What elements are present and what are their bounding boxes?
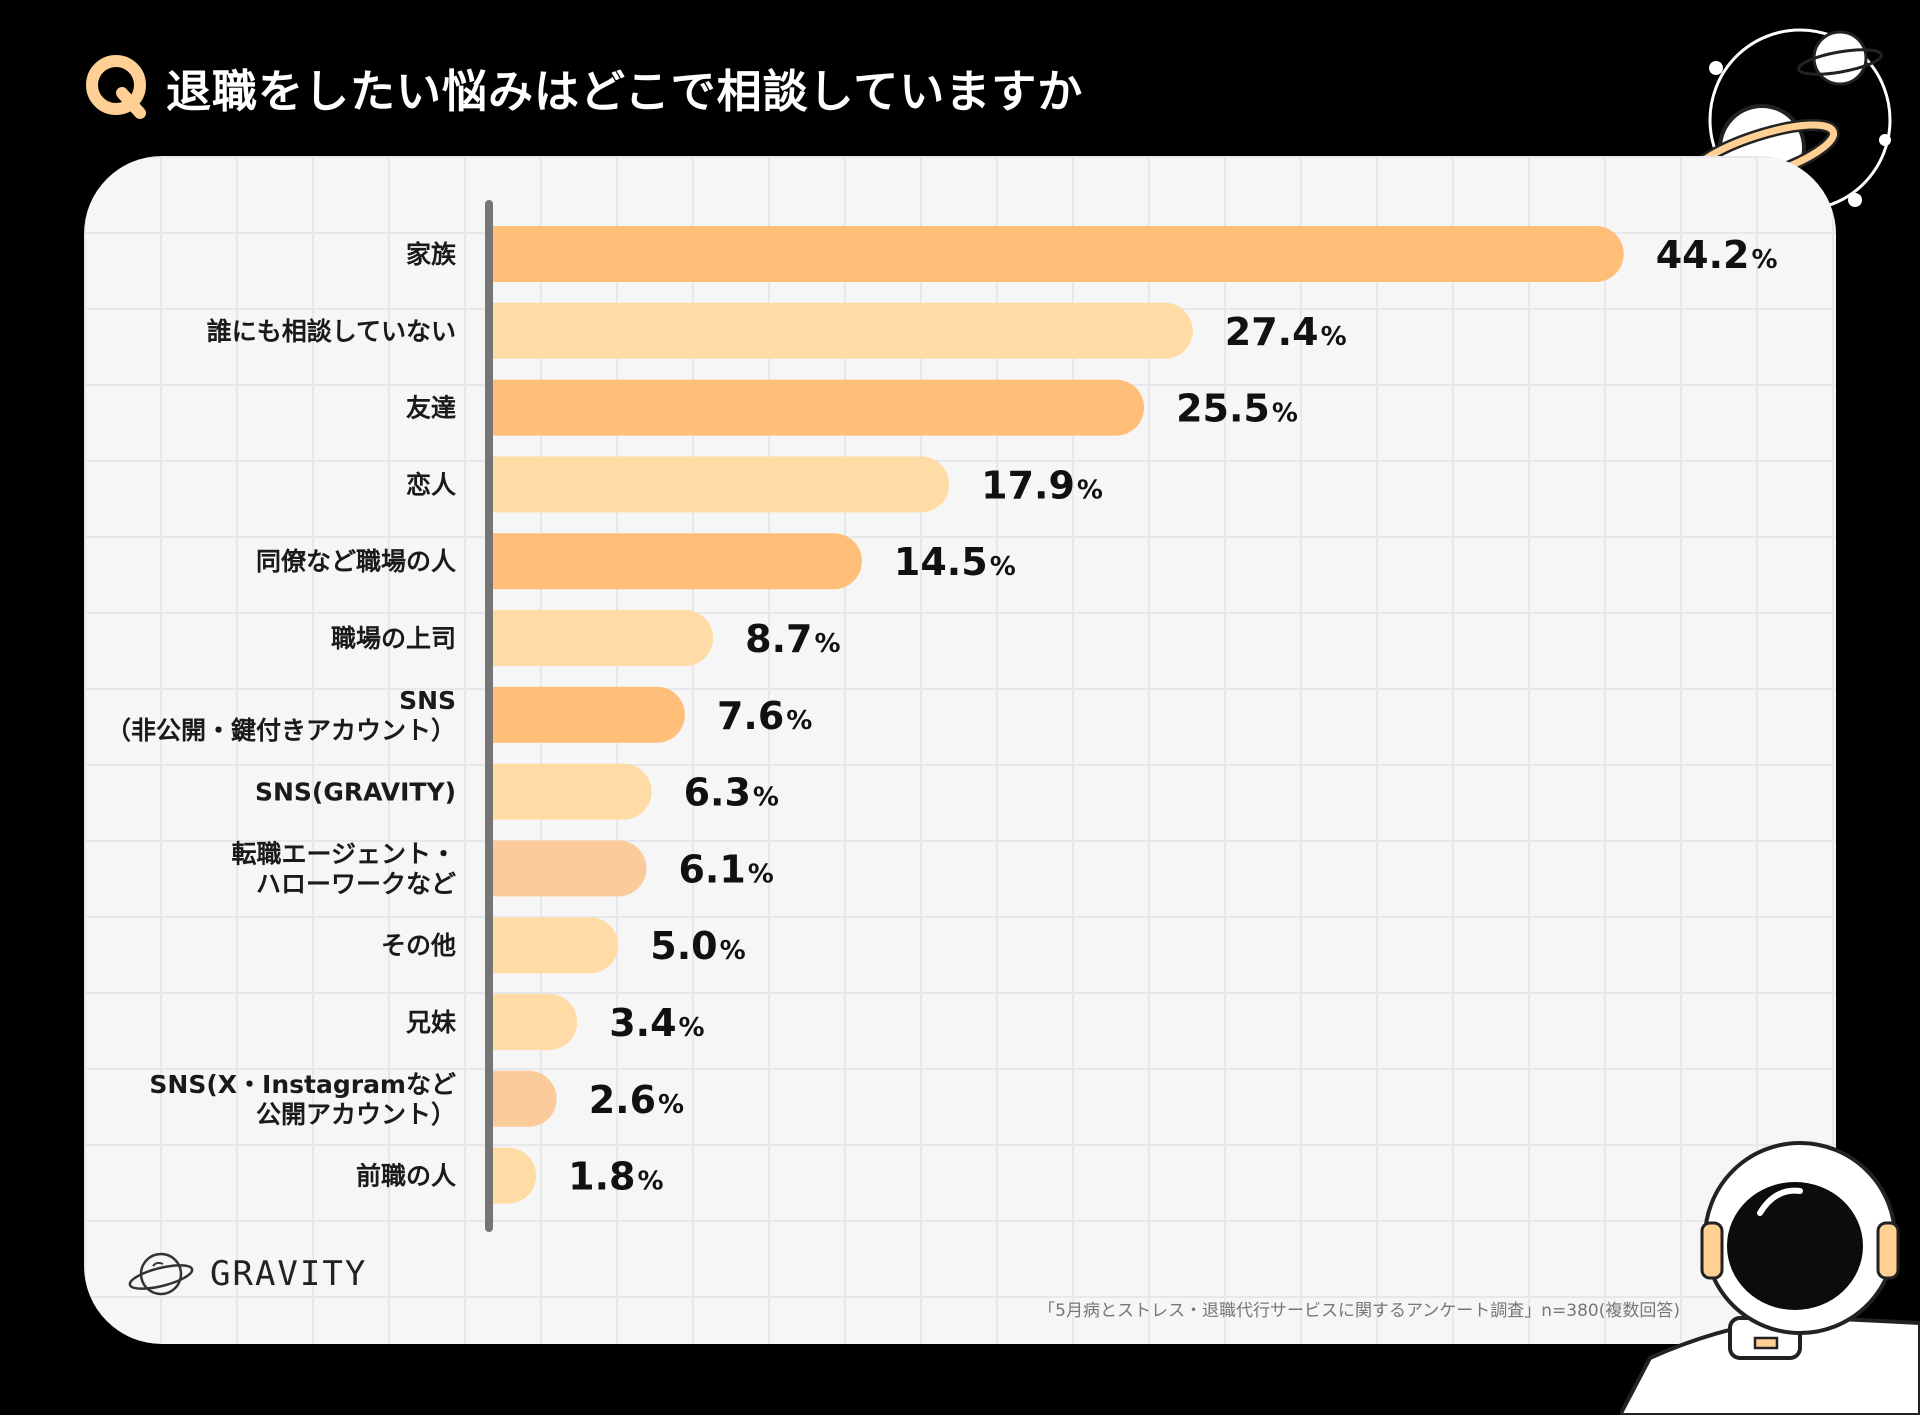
category-label: SNS(GRAVITY)	[255, 778, 456, 807]
gravity-logo: GRAVITY	[126, 1246, 367, 1302]
bar	[490, 610, 714, 666]
question-badge-icon	[86, 55, 150, 119]
data-label: 17.9%	[981, 463, 1103, 507]
bar	[490, 1147, 537, 1204]
data-label: 2.6%	[589, 1078, 684, 1122]
category-label: 恋人	[406, 470, 456, 499]
category-label: ハローワークなど	[256, 869, 456, 898]
bar-chart: 44.2% 家族 27.4% 誰にも相談していない 25.5% 友達 17.9% 恋人 14.5…	[106, 200, 1778, 1232]
category-label: 兄妹	[405, 1008, 456, 1037]
category-label: 家族	[406, 240, 457, 269]
data-label: 3.4%	[609, 1001, 704, 1045]
bar	[490, 226, 1624, 282]
bar	[490, 917, 619, 974]
data-label: 44.2%	[1656, 233, 1778, 277]
bar	[490, 686, 685, 743]
category-label: （非公開・鍵付きアカウント）	[106, 716, 456, 745]
category-label: 職場の上司	[331, 624, 456, 653]
category-label: 転職エージェント・	[231, 839, 456, 868]
data-label: 1.8%	[568, 1155, 663, 1199]
page-title: 退職をしたい悩みはどこで相談していますか	[166, 64, 1084, 118]
data-label: 8.7%	[745, 617, 840, 661]
category-label: 誰にも相談していない	[207, 317, 456, 346]
category-label: その他	[381, 931, 456, 960]
category-label: 前職の人	[356, 1162, 456, 1191]
bar	[490, 302, 1193, 359]
category-label: 友達	[406, 394, 456, 423]
data-label: 6.1%	[678, 847, 773, 891]
logo-text: GRAVITY	[210, 1254, 368, 1294]
bar	[490, 994, 578, 1050]
data-label: 6.3%	[684, 771, 779, 815]
data-label: 14.5%	[894, 540, 1016, 584]
astronaut-icon	[1620, 1141, 1920, 1415]
page-header: 退職をしたい悩みはどこで相談していますか	[86, 52, 1083, 122]
data-label: 25.5%	[1176, 387, 1298, 431]
data-label: 27.4%	[1225, 310, 1347, 354]
bar	[490, 533, 862, 590]
data-label: 7.6%	[717, 694, 812, 738]
gravity-planet-icon	[128, 1252, 194, 1296]
bar	[490, 840, 647, 897]
bar	[490, 1070, 557, 1127]
bar	[490, 456, 950, 513]
chart-card: 44.2% 家族 27.4% 誰にも相談していない 25.5% 友達 17.9% 恋人 14.5…	[84, 156, 1836, 1344]
category-label: SNS(X・Instagramなど	[149, 1070, 456, 1099]
category-label: 公開アカウント）	[256, 1100, 456, 1129]
bar	[490, 763, 652, 820]
bar	[490, 379, 1145, 436]
data-label: 5.0%	[650, 924, 745, 968]
category-label: 同僚など職場の人	[256, 547, 456, 576]
survey-footnote: 「5月病とストレス・退職代行サービスに関するアンケート調査」n=380(複数回答…	[1038, 1301, 1680, 1321]
category-label: SNS	[399, 686, 456, 715]
